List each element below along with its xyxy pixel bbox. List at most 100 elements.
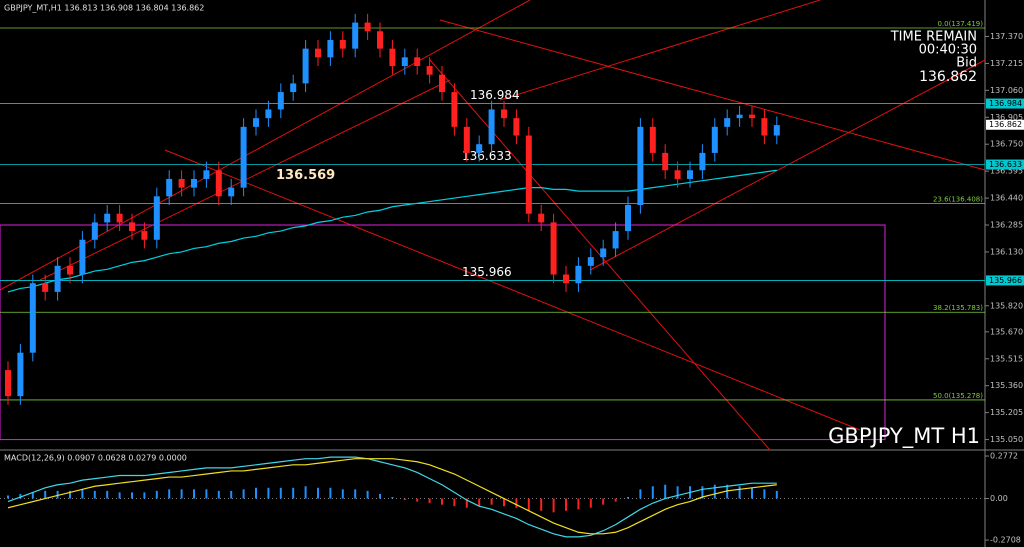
candle-body (525, 135, 532, 214)
trend-line (164, 149, 861, 431)
candle-body (563, 274, 569, 284)
moving-average (7, 169, 777, 293)
candle-body (377, 31, 383, 49)
y-tick-label: 137.215 (990, 59, 1023, 68)
candle-body (401, 57, 408, 67)
y-tick-label: 135.205 (990, 408, 1023, 417)
candle-body (265, 109, 272, 119)
candle-body (116, 213, 123, 223)
candle-body (302, 48, 309, 84)
candle-body (178, 178, 185, 188)
candle-body (414, 57, 421, 67)
candle-body (203, 170, 210, 179)
candle-body (773, 125, 780, 136)
candle-body (761, 118, 768, 136)
candle-body (587, 257, 594, 266)
level-label: 136.984 (470, 88, 520, 102)
level-box-label: 135.966 (989, 276, 1022, 285)
y-tick-label: -0.2708 (990, 536, 1021, 545)
candle-body (439, 74, 445, 93)
candle-body (17, 352, 24, 397)
chart-title: GBPJPY_MT,H1 136.813 136.908 136.804 136… (4, 4, 204, 13)
candle-body (513, 118, 520, 136)
candle-body (166, 178, 173, 197)
y-tick-label: 137.060 (990, 86, 1023, 95)
candle-body (364, 22, 371, 32)
y-tick-label: 136.595 (990, 167, 1023, 176)
candle-body (215, 170, 222, 197)
signal-line (7, 458, 777, 535)
candle-body (662, 152, 669, 171)
annotation-price: 136.569 (276, 168, 335, 183)
watermark: GBPJPY_MT H1 (828, 424, 980, 449)
candle-body (600, 248, 607, 258)
candle-body (612, 231, 619, 249)
candle-body (463, 126, 470, 153)
candle-body (426, 66, 433, 75)
candle-body (749, 114, 755, 119)
y-tick-label: 136.285 (990, 221, 1023, 230)
range-box (0, 224, 886, 441)
candle-body (104, 213, 111, 223)
candle-body (54, 265, 61, 292)
candle-body (451, 92, 458, 127)
y-tick-label: 136.905 (990, 113, 1023, 122)
candle-body (141, 231, 148, 240)
candle-body (488, 109, 495, 145)
level-box (986, 98, 1024, 109)
y-tick-label: 136.130 (990, 247, 1023, 256)
level-label: 135.966 (462, 265, 512, 279)
candle-body (327, 39, 334, 58)
trend-line (429, 59, 771, 451)
candle-body (736, 114, 743, 119)
candle-body (290, 83, 297, 93)
candle-body (253, 118, 259, 127)
trend-lines (0, 0, 986, 451)
y-tick-label: 137.370 (990, 32, 1023, 41)
candle-body (228, 187, 235, 197)
time-remain: 00:40:30 (919, 43, 977, 58)
candle-body (550, 222, 557, 275)
level-box-label: 136.984 (989, 99, 1022, 108)
y-tick-label: 0.2772 (990, 452, 1018, 461)
fib-label: 38.2(135.783) (933, 304, 983, 312)
candle-body (352, 22, 359, 49)
candle-body (538, 213, 545, 223)
candle-body (699, 152, 706, 171)
bid-value: 136.862 (919, 69, 977, 85)
fib-label: 50.0(135.278) (933, 392, 983, 400)
level-box (986, 275, 1024, 286)
level-box-label: 136.633 (989, 160, 1022, 169)
candle-body (153, 196, 160, 240)
y-tick-label: 136.440 (990, 194, 1023, 203)
candle-body (389, 48, 396, 67)
bid-box (986, 119, 1024, 130)
candle-body (575, 265, 582, 284)
candle-body (687, 170, 693, 179)
y-tick-label: 135.515 (990, 354, 1023, 363)
y-tick-label: 135.670 (990, 327, 1023, 336)
candle-body (637, 126, 644, 206)
level-box (986, 159, 1024, 170)
candle-body (724, 118, 731, 127)
trend-line (439, 19, 986, 171)
candle-body (42, 283, 49, 292)
candle-body (67, 265, 73, 275)
candle-body (79, 239, 86, 275)
y-tick-label: 135.360 (990, 381, 1023, 390)
candle-body (240, 126, 247, 188)
candle-body (191, 178, 197, 188)
candle-body (674, 170, 681, 179)
candle-body (625, 205, 631, 232)
y-tick-label: 135.820 (990, 301, 1023, 310)
macd-line (7, 456, 777, 538)
y-tick-label: 0.00 (990, 494, 1008, 503)
candle-body (277, 92, 284, 110)
bid-label: Bid (956, 56, 977, 71)
candle-body (129, 222, 135, 232)
fib-label: 23.6(136.408) (933, 196, 983, 204)
candle-body (315, 48, 321, 58)
